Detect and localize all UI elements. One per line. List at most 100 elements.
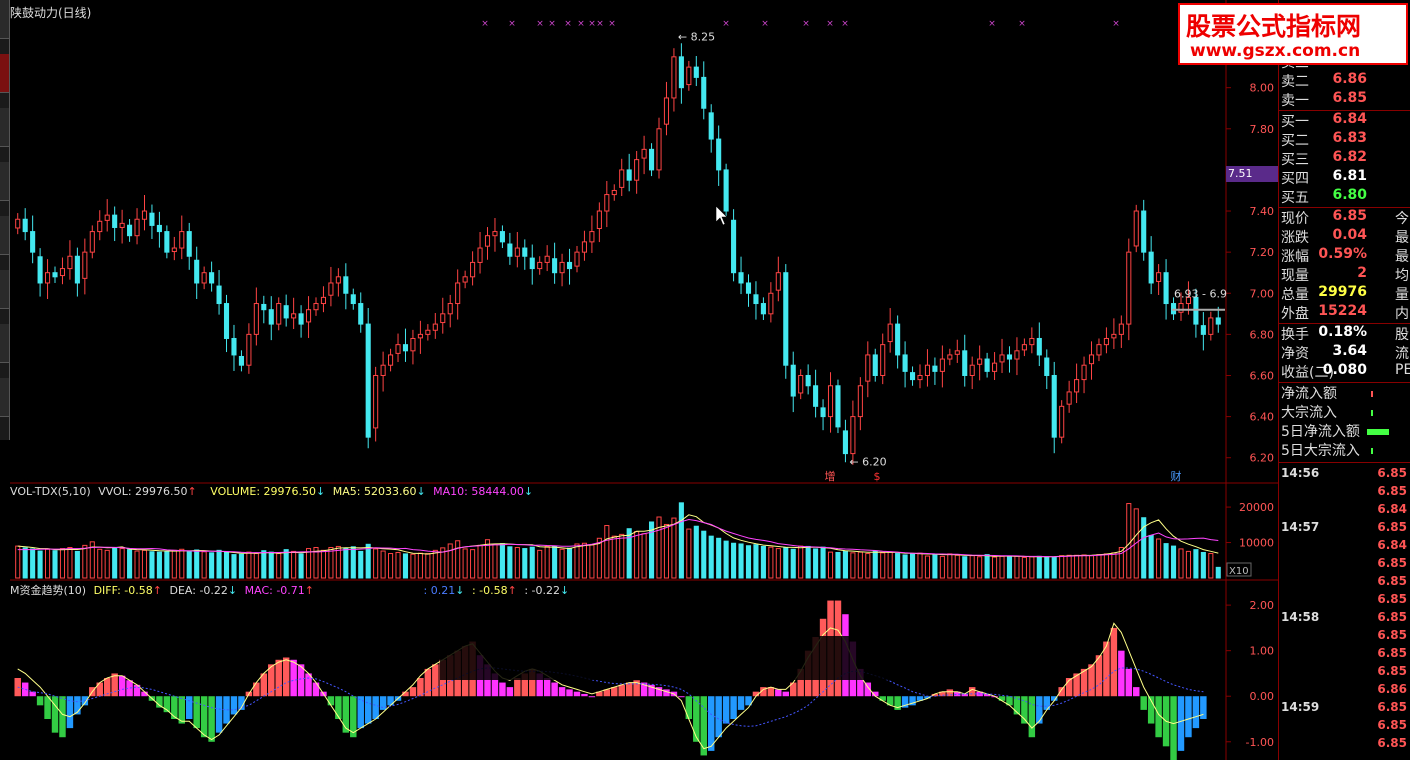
quote-row: 5日大宗流入: [1279, 440, 1410, 459]
candle-body: [432, 323, 438, 331]
volume-bar: [813, 548, 819, 579]
vol-indicator-name[interactable]: VOL-TDX(5,10): [10, 485, 91, 498]
quote-panel: 卖三6.87卖二6.86卖一6.85买一6.84买二6.83买三6.82买四6.…: [1278, 0, 1410, 760]
quote-extra-label: 最: [1395, 249, 1409, 265]
volume-bar: [1208, 553, 1214, 579]
macd-bar: [364, 696, 372, 724]
volume-scale-x10: X10: [1229, 566, 1249, 577]
macd-bar: [424, 668, 432, 697]
volume-bar: [141, 549, 148, 579]
macd-bar: [678, 696, 685, 698]
volume-bar: [1118, 547, 1124, 579]
volume-bar: [276, 553, 282, 579]
sidebar-tab[interactable]: [0, 378, 9, 417]
quote-row: 收益(二) 0.080 PE: [1279, 362, 1410, 381]
macd-bar: [1133, 687, 1140, 697]
macd-bar: [312, 682, 320, 697]
macd-bar: [297, 664, 305, 697]
sidebar-tab[interactable]: [0, 0, 9, 39]
macd-bar: [29, 691, 36, 697]
candle-body: [164, 231, 170, 253]
volume-bar: [1185, 550, 1191, 579]
sidebar-tab[interactable]: [0, 324, 9, 363]
macd-bar: [335, 696, 342, 719]
quote-label: 净流入额: [1281, 386, 1337, 402]
tick-price: 6.84: [1377, 502, 1407, 516]
volume-bar: [537, 549, 543, 579]
volume-bar: [775, 548, 781, 579]
candle-body: [589, 231, 595, 243]
event-tag-zeng: 增: [825, 469, 836, 483]
macd-indicator-name[interactable]: M资金趋势(10): [10, 584, 87, 597]
volume-bar: [798, 545, 804, 579]
macd-bar: [1103, 641, 1110, 697]
volume-bar: [1170, 545, 1177, 579]
sidebar-tab[interactable]: [0, 162, 9, 201]
quote-value: 0.080: [1322, 362, 1367, 378]
volume-bar: [1036, 555, 1042, 579]
volume-bar: [977, 556, 983, 579]
volume-bar: [924, 555, 931, 579]
quote-extra-label: 股: [1395, 327, 1409, 343]
candle-body: [484, 235, 491, 247]
macd-bar: [886, 696, 894, 706]
quote-label: 买二: [1281, 133, 1309, 149]
macd-bar: [260, 673, 268, 697]
sidebar-tab[interactable]: [0, 54, 9, 93]
candle-body: [835, 385, 841, 428]
quote-extra-label: 今: [1395, 211, 1409, 227]
candle-body: [462, 276, 468, 283]
volume-bar: [1029, 556, 1035, 579]
quote-label: 现量: [1281, 268, 1309, 284]
volume-bar: [835, 551, 841, 579]
candle-body: [813, 385, 819, 407]
candle-body: [231, 337, 237, 356]
candle-body: [1088, 354, 1095, 365]
macd-bar: [857, 668, 864, 697]
macd-bar: [96, 682, 103, 697]
candle-body: [1006, 354, 1013, 360]
volume-bar: [984, 554, 990, 579]
candle-body: [1059, 405, 1065, 438]
candle-body: [373, 374, 379, 429]
macd-bar: [1058, 687, 1065, 697]
sidebar-tab[interactable]: [0, 270, 9, 309]
volume-bar: [619, 533, 625, 579]
candle-body: [909, 372, 916, 381]
candle-body: [1021, 344, 1027, 351]
volume-bar: [313, 547, 319, 579]
volume-bar: [514, 547, 520, 579]
volume-bar: [939, 555, 945, 579]
volume-bar: [731, 542, 737, 579]
quote-label: 买三: [1281, 152, 1309, 168]
quote-label: 买五: [1281, 190, 1309, 206]
volume-bar: [723, 540, 729, 579]
candle-body: [686, 66, 692, 86]
volume-bar: [305, 548, 312, 579]
volume-bar: [1148, 534, 1154, 579]
macd-bar: [208, 696, 215, 742]
volume-bar: [1074, 554, 1080, 579]
macd-bar: [253, 682, 260, 697]
event-marker-icon: ×: [1018, 19, 1026, 29]
quote-separator: [1279, 207, 1410, 208]
quote-extra-label: 最: [1395, 230, 1409, 246]
tick-row: 6.85: [1279, 556, 1410, 574]
candle-body: [544, 255, 550, 263]
volume-bar: [820, 546, 826, 579]
flow-indicator: [1371, 391, 1373, 397]
volume-bar: [626, 528, 632, 579]
volume-bar: [194, 549, 200, 579]
candle-body: [872, 354, 878, 376]
sidebar-tab[interactable]: [0, 216, 9, 255]
macd-bar: [909, 696, 916, 706]
macd-diff-value: DIFF: -0.58: [93, 584, 153, 597]
macd-bar: [1177, 696, 1185, 751]
tick-price: 6.85: [1377, 610, 1407, 624]
candle-body: [238, 355, 244, 366]
candle-body: [760, 303, 766, 315]
candle-body: [522, 247, 528, 257]
sidebar-tab[interactable]: [0, 108, 9, 147]
candle-body: [842, 430, 848, 455]
